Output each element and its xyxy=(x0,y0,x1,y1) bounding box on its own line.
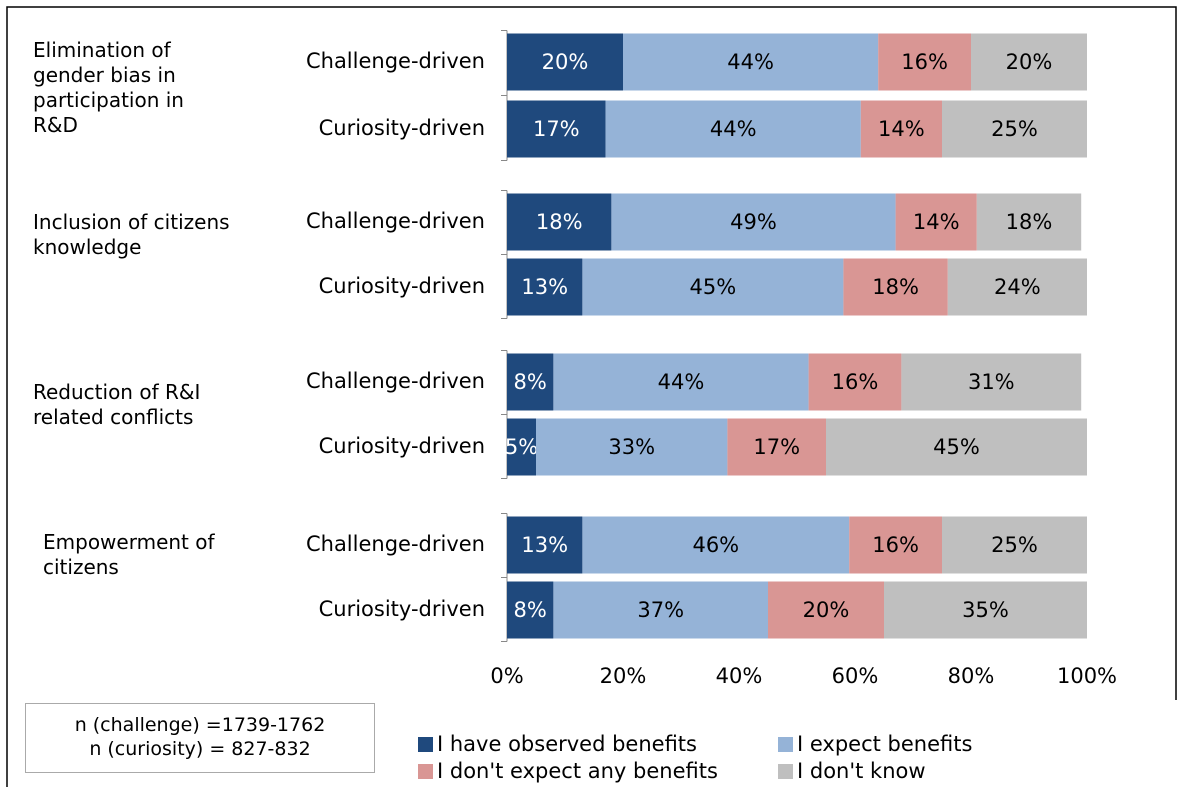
bar-segment xyxy=(507,258,583,316)
bar-segment xyxy=(507,418,536,476)
bar-segment xyxy=(605,100,861,158)
bar-segment xyxy=(901,353,1082,411)
bar-segment xyxy=(507,100,606,158)
bar-segment xyxy=(507,193,612,251)
bar-segment xyxy=(536,418,728,476)
bar-segment xyxy=(727,418,826,476)
category-label: Challenge-driven xyxy=(306,369,485,393)
bar-segment xyxy=(623,33,879,91)
legend-label: I have observed benefits xyxy=(437,732,697,756)
group-label: Empowerment of citizens xyxy=(43,530,215,579)
data-label: 17% xyxy=(533,117,580,141)
group-label: Elimination of gender bias in participat… xyxy=(33,38,184,137)
legend-swatch xyxy=(418,764,433,779)
bar-segment xyxy=(947,258,1087,316)
bar-segment xyxy=(768,581,884,639)
data-label: 8% xyxy=(514,370,547,394)
x-tick-label: 80% xyxy=(948,664,995,688)
data-label: 44% xyxy=(658,370,705,394)
x-tick-label: 0% xyxy=(490,664,523,688)
bar-segment xyxy=(843,258,948,316)
data-label: 5% xyxy=(505,435,538,459)
data-label: 49% xyxy=(730,210,777,234)
bar-segment xyxy=(942,100,1087,158)
x-tick-label: 100% xyxy=(1057,664,1117,688)
data-label: 16% xyxy=(872,533,919,557)
bar-segment xyxy=(611,193,896,251)
bar-segment xyxy=(808,353,902,411)
data-label: 17% xyxy=(753,435,800,459)
data-label: 35% xyxy=(962,598,1009,622)
legend-label: I don't expect any benefits xyxy=(437,759,718,783)
data-label: 25% xyxy=(991,117,1038,141)
bar-segment xyxy=(878,33,971,91)
data-label: 13% xyxy=(521,533,568,557)
data-label: 18% xyxy=(536,210,583,234)
legend-swatch xyxy=(778,764,793,779)
bar-segment xyxy=(582,516,850,574)
x-tick-label: 20% xyxy=(600,664,647,688)
bar-segment xyxy=(971,33,1087,91)
category-label: Challenge-driven xyxy=(306,532,485,556)
bar-segment xyxy=(976,193,1082,251)
category-label: Curiosity-driven xyxy=(319,434,485,458)
bar-segment xyxy=(553,581,768,639)
category-label: Curiosity-driven xyxy=(319,116,485,140)
x-tick-label: 40% xyxy=(716,664,763,688)
data-label: 44% xyxy=(710,117,757,141)
data-label: 18% xyxy=(872,275,919,299)
bar-segment xyxy=(553,353,809,411)
data-label: 31% xyxy=(968,370,1015,394)
data-label: 16% xyxy=(832,370,879,394)
category-label: Curiosity-driven xyxy=(319,274,485,298)
data-label: 44% xyxy=(727,50,774,74)
frame xyxy=(6,6,1177,787)
bar-segment xyxy=(507,516,583,574)
data-label: 18% xyxy=(1006,210,1053,234)
bar-segment xyxy=(849,516,942,574)
bar-segment xyxy=(942,516,1087,574)
data-label: 20% xyxy=(1006,50,1053,74)
note-line: n (challenge) =1739-1762 xyxy=(74,714,326,736)
group-label: Inclusion of citizens knowledge xyxy=(33,210,230,259)
bar-segment xyxy=(507,353,554,411)
data-label: 25% xyxy=(991,533,1038,557)
category-label: Challenge-driven xyxy=(306,209,485,233)
data-label: 33% xyxy=(608,435,655,459)
category-label: Challenge-driven xyxy=(306,49,485,73)
bar-segment xyxy=(884,581,1087,639)
bar-segment xyxy=(860,100,942,158)
data-label: 14% xyxy=(878,117,925,141)
data-label: 20% xyxy=(542,50,589,74)
legend-swatch xyxy=(778,737,793,752)
group-label: Reduction of R&I related conflicts xyxy=(33,380,201,429)
data-label: 8% xyxy=(514,598,547,622)
data-label: 45% xyxy=(933,435,980,459)
sample-note: n (challenge) =1739-1762 n (curiosity) =… xyxy=(25,703,375,773)
legend-label: I don't know xyxy=(797,759,926,783)
data-label: 16% xyxy=(901,50,948,74)
data-label: 24% xyxy=(994,275,1041,299)
data-label: 45% xyxy=(690,275,737,299)
legend-label: I expect benefits xyxy=(797,732,972,756)
category-label: Curiosity-driven xyxy=(319,597,485,621)
data-label: 37% xyxy=(637,598,684,622)
bar-segment xyxy=(507,581,554,639)
bar-segment xyxy=(895,193,977,251)
bar-segment xyxy=(507,33,623,91)
note-line: n (curiosity) = 827-832 xyxy=(89,738,311,760)
data-label: 20% xyxy=(803,598,850,622)
data-label: 14% xyxy=(913,210,960,234)
bar-segment xyxy=(826,418,1087,476)
bar-segment xyxy=(582,258,844,316)
data-label: 46% xyxy=(692,533,739,557)
data-label: 13% xyxy=(521,275,568,299)
legend-swatch xyxy=(418,737,433,752)
x-tick-label: 60% xyxy=(832,664,879,688)
